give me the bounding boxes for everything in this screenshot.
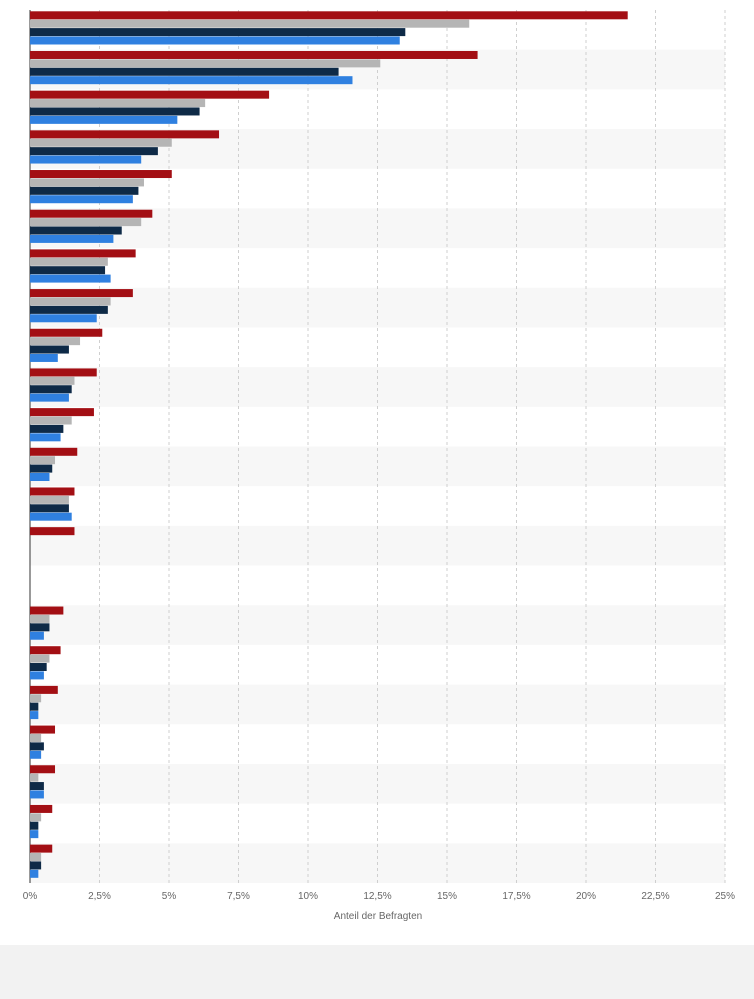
bar	[30, 790, 44, 799]
bar	[30, 663, 47, 672]
bar	[30, 614, 50, 623]
bar	[30, 654, 50, 663]
bar	[30, 249, 136, 258]
bar	[30, 90, 270, 99]
bar	[30, 130, 220, 139]
bar	[30, 337, 81, 346]
x-axis-ticks: 0% 2,5% 5% 7,5% 10% 12,5% 15% 17,5% 20% 22,5% 25%	[23, 891, 735, 902]
bar	[30, 702, 39, 711]
bar	[30, 773, 39, 782]
x-tick-label: 25%	[715, 891, 735, 902]
bar	[30, 782, 44, 791]
bar	[30, 711, 39, 720]
x-axis-title: Anteil der Befragten	[334, 911, 422, 922]
bar	[30, 178, 144, 187]
bar	[30, 804, 53, 813]
bar	[30, 305, 108, 314]
bar	[30, 623, 50, 632]
bar	[30, 76, 353, 85]
bar	[30, 464, 53, 473]
bar	[30, 447, 78, 456]
bar	[30, 297, 111, 306]
bar	[30, 218, 142, 227]
bar	[30, 19, 470, 28]
x-tick-label: 20%	[576, 891, 596, 902]
bar	[30, 685, 58, 694]
bar	[30, 28, 406, 37]
bar	[30, 821, 39, 830]
bar	[30, 99, 206, 108]
bar	[30, 368, 97, 377]
bar	[30, 408, 94, 417]
bar	[30, 742, 44, 751]
bar	[30, 36, 400, 45]
bar	[30, 495, 69, 504]
bar	[30, 274, 111, 283]
bar	[30, 170, 172, 179]
bar	[30, 59, 381, 68]
bar	[30, 646, 61, 655]
x-tick-label: 0%	[23, 891, 38, 902]
bar	[30, 527, 75, 536]
bar	[30, 209, 153, 218]
bar	[30, 393, 69, 402]
bar	[30, 266, 106, 275]
bar	[30, 424, 64, 433]
bar	[30, 830, 39, 839]
bar	[30, 147, 158, 156]
bar	[30, 257, 108, 266]
bar	[30, 234, 114, 243]
bar	[30, 353, 58, 362]
bar	[30, 504, 69, 513]
bar	[30, 861, 42, 870]
bar	[30, 385, 72, 394]
bar	[30, 416, 72, 425]
bar	[30, 226, 122, 235]
x-tick-label: 5%	[162, 891, 177, 902]
x-tick-label: 10%	[298, 891, 318, 902]
bar	[30, 67, 339, 76]
bar	[30, 138, 172, 147]
bar	[30, 345, 69, 354]
bar	[30, 487, 75, 496]
bar	[30, 606, 64, 615]
bar	[30, 115, 178, 124]
bar	[30, 11, 628, 20]
bar	[30, 853, 42, 862]
bar	[30, 456, 56, 465]
bar	[30, 813, 42, 822]
bar	[30, 107, 200, 116]
x-tick-label: 22,5%	[641, 891, 669, 902]
bar	[30, 671, 44, 680]
x-tick-label: 2,5%	[88, 891, 111, 902]
bar	[30, 195, 133, 204]
bar	[30, 186, 139, 195]
grid-lines	[29, 10, 726, 883]
row-band	[30, 684, 725, 725]
bar	[30, 733, 42, 742]
bar	[30, 750, 42, 759]
bar	[30, 869, 39, 878]
bar	[30, 512, 72, 521]
bar	[30, 725, 56, 734]
x-tick-label: 12,5%	[363, 891, 391, 902]
bar	[30, 155, 142, 164]
bar	[30, 314, 97, 323]
bar	[30, 765, 56, 774]
bar	[30, 328, 103, 337]
bar	[30, 433, 61, 442]
x-tick-label: 15%	[437, 891, 457, 902]
bars	[30, 11, 628, 878]
bar	[30, 376, 75, 385]
bar	[30, 50, 478, 59]
bar	[30, 694, 42, 703]
bar	[30, 289, 133, 298]
bar	[30, 631, 44, 640]
bar	[30, 844, 53, 853]
x-tick-label: 7,5%	[227, 891, 250, 902]
x-tick-label: 17,5%	[502, 891, 530, 902]
bar	[30, 473, 50, 481]
